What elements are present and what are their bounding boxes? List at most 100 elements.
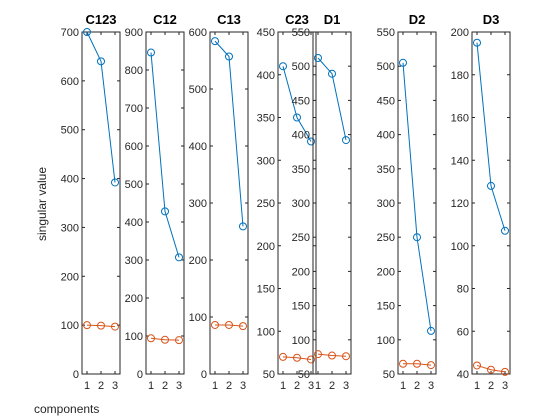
y-tick-label: 100 xyxy=(292,335,310,347)
x-tick-label: 3 xyxy=(502,380,508,392)
y-tick-label: 0 xyxy=(73,369,79,381)
data-point-1 xyxy=(293,113,301,122)
x-tick-label: 2 xyxy=(98,380,104,392)
y-tick-label: 50 xyxy=(383,369,395,381)
y-tick-label: 250 xyxy=(292,232,310,244)
x-tick-label: 1 xyxy=(84,380,90,392)
panel-title: D2 xyxy=(409,12,426,27)
y-tick-label: 300 xyxy=(377,198,395,210)
x-tick-label: 2 xyxy=(162,380,168,392)
data-point-2 xyxy=(111,322,119,331)
series-line-2 xyxy=(282,356,312,360)
data-point-1 xyxy=(97,57,105,66)
y-tick-label: 450 xyxy=(257,27,275,39)
y-tick-label: 200 xyxy=(377,266,395,278)
y-tick-label: 140 xyxy=(451,155,469,167)
y-tick-label: 550 xyxy=(292,27,310,39)
x-axis-label: components xyxy=(34,402,99,416)
y-tick-label: 600 xyxy=(125,141,143,153)
series-line-1 xyxy=(86,31,116,183)
data-point-1 xyxy=(175,253,183,262)
series-line-1 xyxy=(150,52,180,258)
y-tick-label: 500 xyxy=(189,84,207,96)
y-tick-label: 400 xyxy=(125,217,143,229)
y-tick-label: 500 xyxy=(377,61,395,73)
x-tick-label: 2 xyxy=(488,380,494,392)
y-tick-label: 400 xyxy=(257,70,275,82)
x-tick-label: 3 xyxy=(343,380,349,392)
y-tick-label: 150 xyxy=(257,284,275,296)
series-line-2 xyxy=(150,337,180,341)
data-point-1 xyxy=(473,38,481,47)
y-tick-label: 400 xyxy=(189,141,207,153)
y-tick-label: 800 xyxy=(125,65,143,77)
panel-title: C13 xyxy=(217,12,241,27)
y-tick-label: 500 xyxy=(125,179,143,191)
y-tick-label: 500 xyxy=(61,125,79,137)
data-point-1 xyxy=(239,222,247,231)
data-point-2 xyxy=(342,352,350,361)
panel-title: C123 xyxy=(85,12,116,27)
x-tick-label: 3 xyxy=(240,380,246,392)
series-line-2 xyxy=(403,363,432,366)
data-point-2 xyxy=(314,350,322,359)
series-line-1 xyxy=(317,57,347,141)
data-point-2 xyxy=(413,359,421,368)
y-tick-label: 450 xyxy=(292,95,310,107)
y-axis-label: singular value xyxy=(35,167,49,241)
x-tick-label: 2 xyxy=(226,380,232,392)
y-tick-label: 400 xyxy=(377,130,395,142)
panel-c123: 0 100 200 300 400 500 600 700 1 2 3 C123 xyxy=(61,12,121,392)
y-tick-label: 120 xyxy=(451,198,469,210)
y-tick-label: 300 xyxy=(257,155,275,167)
y-tick-label: 0 xyxy=(137,369,143,381)
y-tick-label: 0 xyxy=(201,369,207,381)
panel-title: C12 xyxy=(153,12,177,27)
x-tick-label: 1 xyxy=(212,380,218,392)
x-tick-label: 3 xyxy=(308,380,314,392)
data-point-1 xyxy=(314,53,322,62)
panel-c23: 50 100 150 200 250 300 350 400 450 1 2 3 C23 xyxy=(257,12,317,392)
y-tick-label: 900 xyxy=(125,27,143,39)
y-tick-label: 700 xyxy=(125,103,143,115)
panel-title: D3 xyxy=(483,12,500,27)
data-point-1 xyxy=(83,28,91,36)
series-line-2 xyxy=(476,364,506,373)
data-point-2 xyxy=(473,361,481,370)
data-point-2 xyxy=(161,335,169,344)
y-tick-label: 40 xyxy=(457,369,469,381)
x-tick-label: 3 xyxy=(112,380,118,392)
x-tick-label: 2 xyxy=(329,380,335,392)
series-line-1 xyxy=(476,42,506,231)
data-point-2 xyxy=(211,320,219,329)
x-tick-label: 1 xyxy=(280,380,286,392)
data-point-1 xyxy=(399,58,407,67)
y-tick-label: 80 xyxy=(457,284,469,296)
y-tick-label: 600 xyxy=(189,27,207,39)
axes-box xyxy=(471,31,511,375)
panel-d3: 40 60 80 100 120 140 160 180 200 1 2 3 D3 xyxy=(451,12,511,392)
data-point-1 xyxy=(413,233,421,242)
y-tick-label: 400 xyxy=(61,174,79,186)
data-point-1 xyxy=(147,48,155,57)
y-tick-label: 200 xyxy=(125,293,143,305)
y-tick-label: 160 xyxy=(451,113,469,125)
y-tick-label: 100 xyxy=(451,241,469,253)
data-point-2 xyxy=(427,361,435,370)
data-point-1 xyxy=(161,207,169,216)
data-point-1 xyxy=(427,326,435,335)
y-tick-label: 100 xyxy=(125,331,143,343)
data-point-2 xyxy=(279,352,287,361)
y-tick-label: 200 xyxy=(61,271,79,283)
y-tick-label: 100 xyxy=(61,320,79,332)
panel-title: D1 xyxy=(324,12,341,27)
data-point-2 xyxy=(175,336,183,345)
series-line-1 xyxy=(402,62,432,331)
x-tick-label: 1 xyxy=(315,380,321,392)
y-tick-label: 50 xyxy=(263,369,275,381)
data-point-2 xyxy=(293,353,301,362)
data-point-2 xyxy=(225,320,233,329)
data-point-1 xyxy=(487,181,495,190)
series-line-2 xyxy=(215,324,244,327)
y-tick-label: 50 xyxy=(298,369,310,381)
